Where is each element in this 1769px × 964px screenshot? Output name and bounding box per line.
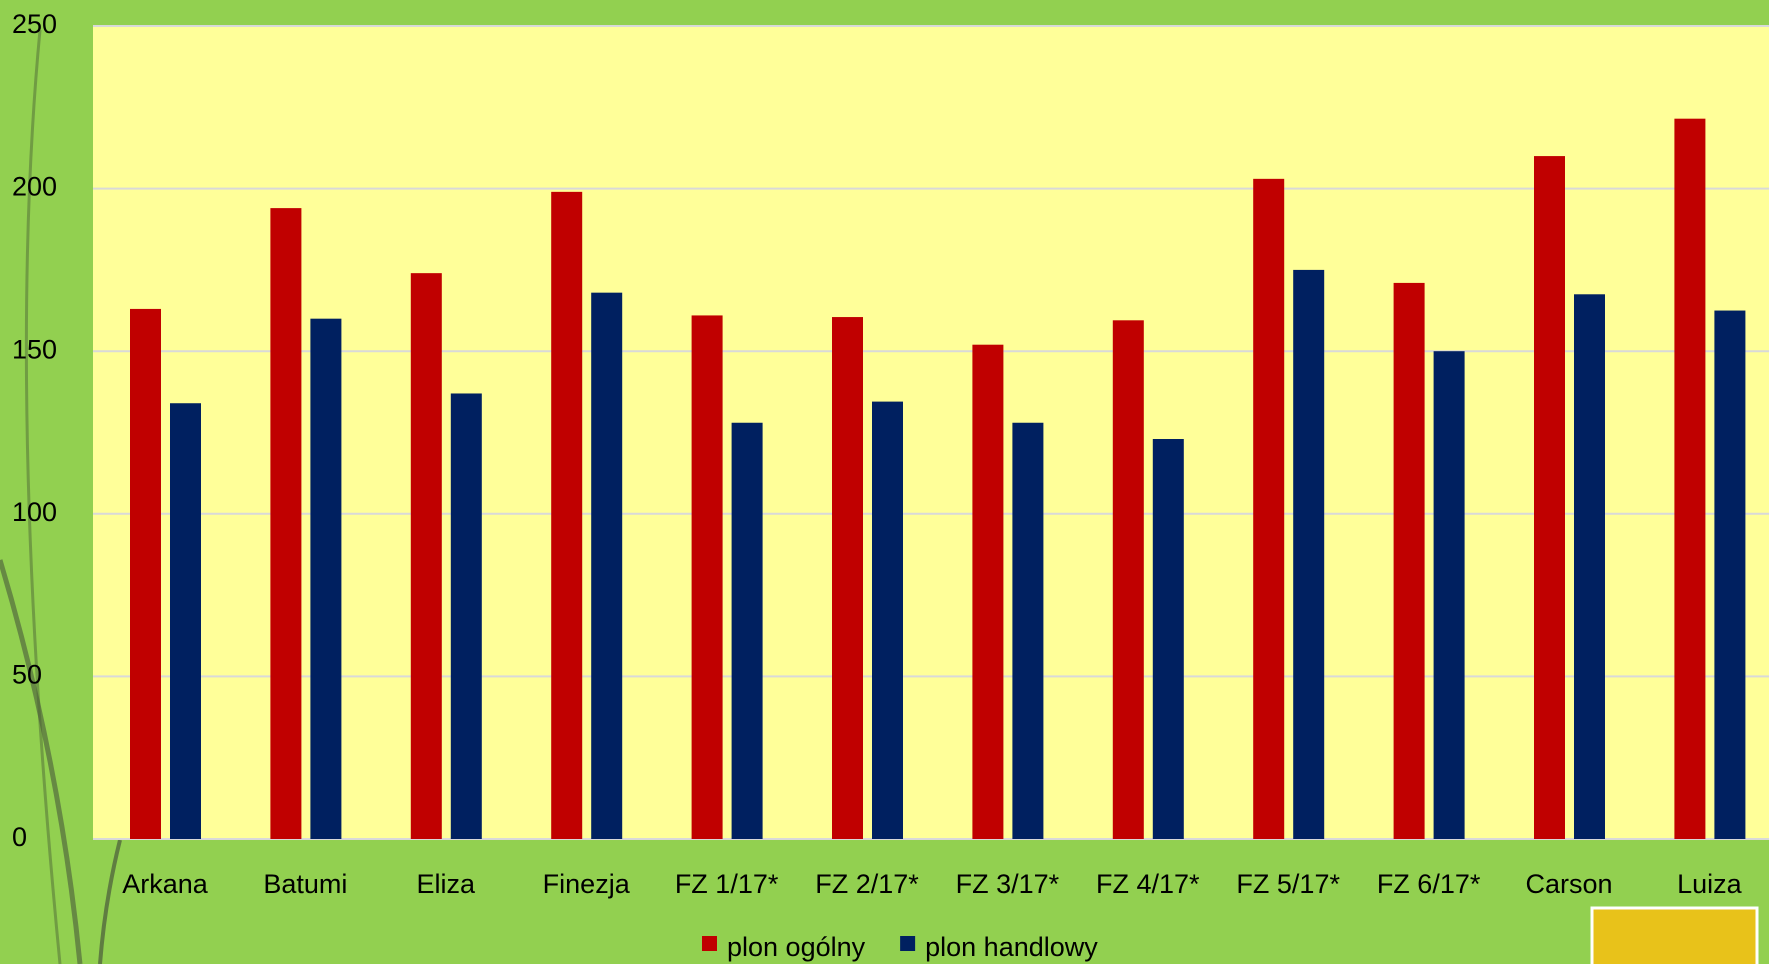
- banana-image: [1592, 908, 1757, 964]
- bar: [1574, 294, 1605, 839]
- bar: [872, 402, 903, 839]
- bar: [1714, 311, 1745, 839]
- bar: [270, 208, 301, 839]
- bar: [591, 293, 622, 839]
- legend-swatch: [900, 936, 915, 951]
- bar: [692, 315, 723, 839]
- x-tick-label: Batumi: [263, 869, 347, 899]
- bar: [310, 319, 341, 839]
- bar: [130, 309, 161, 839]
- y-tick-label: 200: [12, 172, 57, 202]
- bar: [1293, 270, 1324, 839]
- bar: [451, 393, 482, 839]
- bar: [170, 403, 201, 839]
- x-tick-label: FZ 6/17*: [1377, 869, 1481, 899]
- x-tick-label: Eliza: [417, 869, 477, 899]
- plot-area: [93, 26, 1769, 839]
- bar: [1153, 439, 1184, 839]
- y-tick-label: 250: [12, 9, 57, 39]
- x-tick-label: Finezja: [543, 869, 631, 899]
- bar: [1674, 119, 1705, 839]
- x-tick-label: Luiza: [1677, 869, 1743, 899]
- y-tick-label: 0: [12, 822, 27, 852]
- x-tick-label: Arkana: [122, 869, 209, 899]
- bar: [1534, 156, 1565, 839]
- bar: [411, 273, 442, 839]
- chart: 0 50 100 150 200 250 Arkana Batumi Eliza Finezja F…: [0, 0, 1769, 964]
- x-tick-label: FZ 5/17*: [1236, 869, 1340, 899]
- x-tick-label: FZ 4/17*: [1096, 869, 1200, 899]
- x-tick-label: FZ 3/17*: [956, 869, 1060, 899]
- bar: [972, 345, 1003, 839]
- x-tick-label: FZ 2/17*: [815, 869, 919, 899]
- y-tick-label: 50: [12, 660, 42, 690]
- legend-label: plon handlowy: [925, 932, 1098, 962]
- bar: [1394, 283, 1425, 839]
- legend-swatch: [702, 936, 717, 951]
- x-tick-label: FZ 1/17*: [675, 869, 779, 899]
- bar: [1253, 179, 1284, 839]
- bar: [832, 317, 863, 839]
- y-tick-label: 100: [12, 497, 57, 527]
- bar: [732, 423, 763, 839]
- y-tick-label: 150: [12, 334, 57, 364]
- x-tick-label: Carson: [1525, 869, 1612, 899]
- legend-label: plon ogólny: [727, 932, 866, 962]
- bar: [1434, 351, 1465, 839]
- bar: [1012, 423, 1043, 839]
- bar: [551, 192, 582, 839]
- bar: [1113, 320, 1144, 839]
